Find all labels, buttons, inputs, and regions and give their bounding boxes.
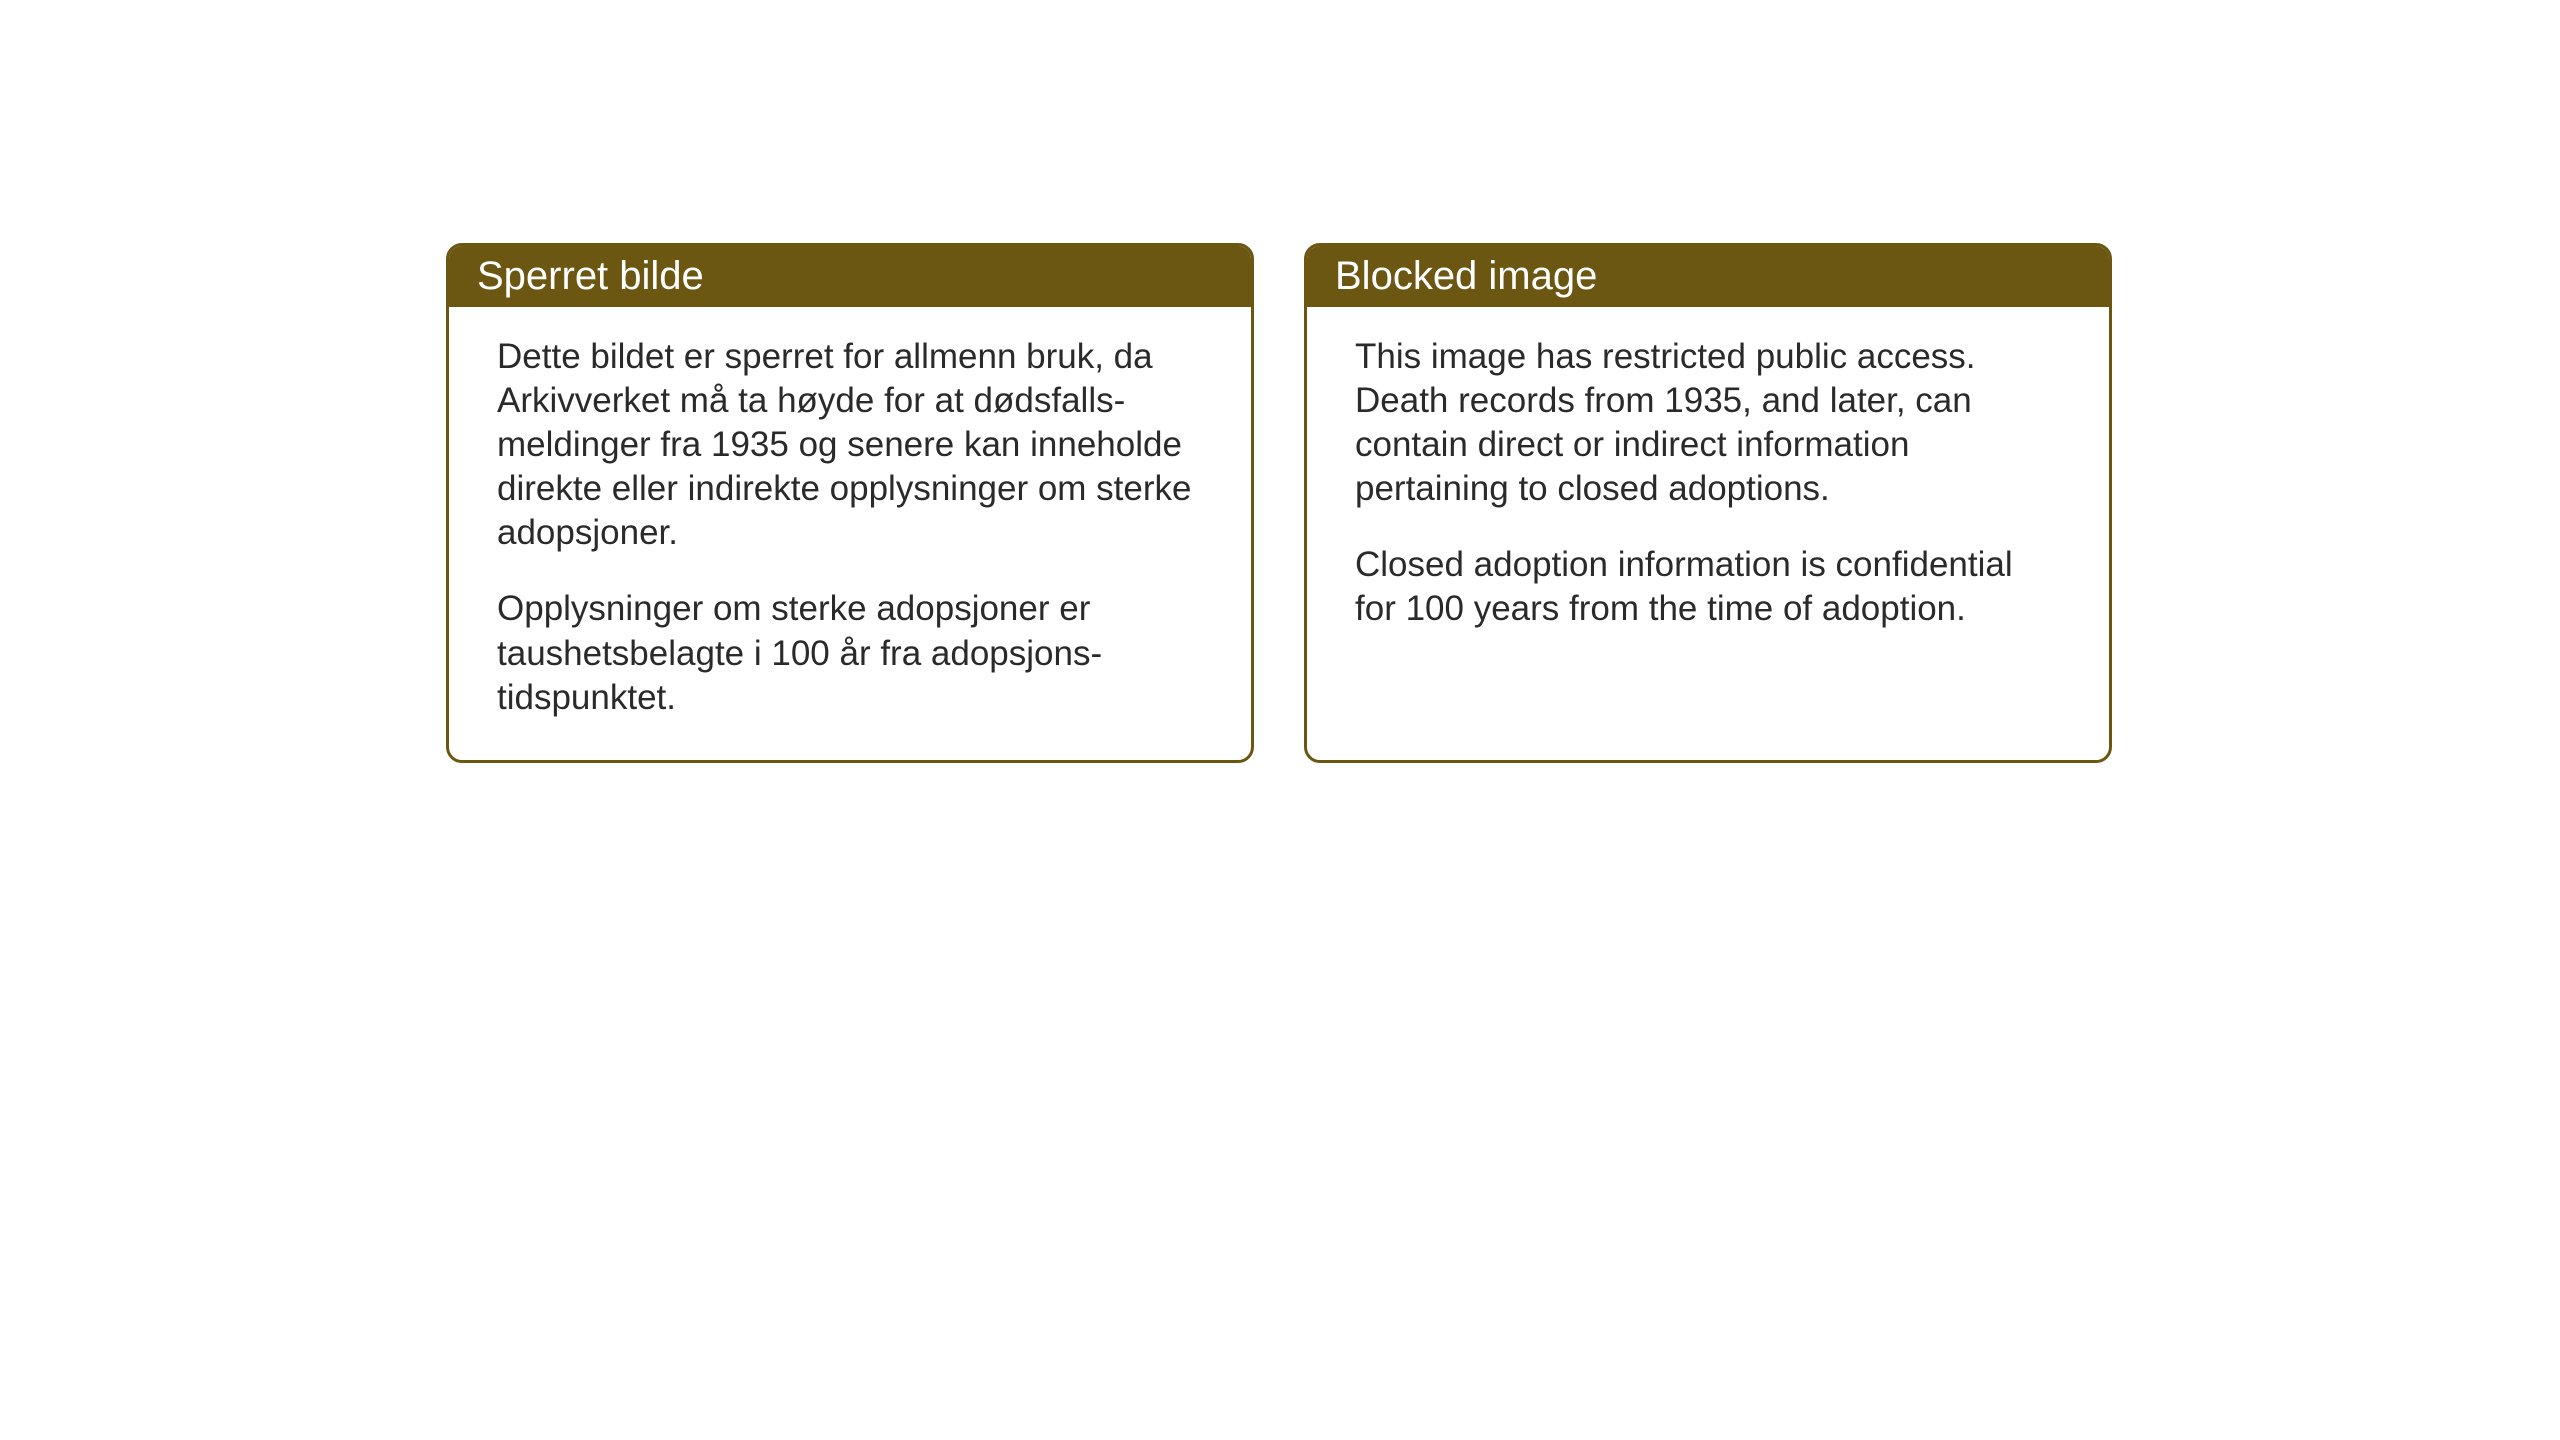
notice-body-norwegian: Dette bildet er sperret for allmenn bruk… <box>449 307 1251 760</box>
notice-box-norwegian: Sperret bilde Dette bildet er sperret fo… <box>446 243 1254 763</box>
notice-header-norwegian: Sperret bilde <box>449 246 1251 307</box>
notice-paragraph-2-english: Closed adoption information is confident… <box>1355 543 2061 631</box>
notice-box-english: Blocked image This image has restricted … <box>1304 243 2112 763</box>
notice-paragraph-1-norwegian: Dette bildet er sperret for allmenn bruk… <box>497 335 1203 555</box>
notice-header-english: Blocked image <box>1307 246 2109 307</box>
notice-body-english: This image has restricted public access.… <box>1307 307 2109 672</box>
notice-paragraph-2-norwegian: Opplysninger om sterke adopsjoner er tau… <box>497 587 1203 719</box>
notice-container: Sperret bilde Dette bildet er sperret fo… <box>446 243 2112 763</box>
notice-paragraph-1-english: This image has restricted public access.… <box>1355 335 2061 511</box>
